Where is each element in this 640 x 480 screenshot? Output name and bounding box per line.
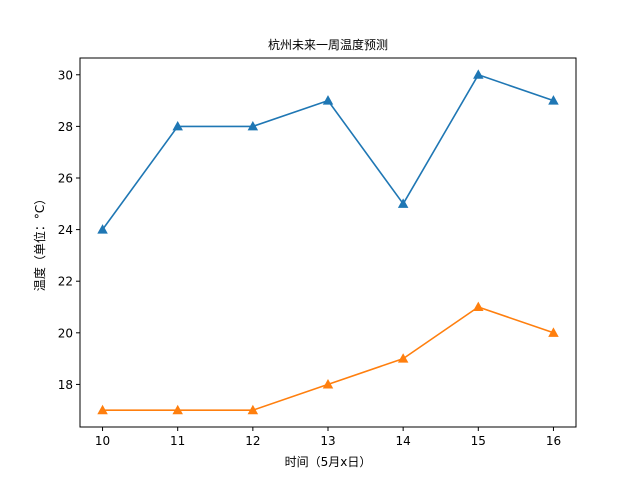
x-tick-label: 15 <box>471 434 486 448</box>
y-tick-label: 20 <box>58 326 73 340</box>
series-2-point <box>322 378 334 389</box>
y-tick-label: 24 <box>58 223 73 237</box>
series-1-point <box>548 95 559 105</box>
y-tick-label: 22 <box>58 275 73 289</box>
series-2-point <box>473 301 484 312</box>
series-1-point <box>247 120 259 131</box>
series-2-point <box>548 327 559 337</box>
x-tick-label: 14 <box>396 434 411 448</box>
x-axis: 10 11 12 13 14 15 16 <box>95 427 561 448</box>
plot-area-frame <box>79 57 577 428</box>
series-2-line <box>102 306 554 412</box>
series-1-point <box>172 120 183 131</box>
series-1-point <box>97 224 108 234</box>
series-2-point <box>397 353 409 363</box>
x-axis-label: 时间（5月x日） <box>285 455 372 469</box>
chart-title: 杭州未来一周温度预测 <box>268 37 388 52</box>
series-1-point <box>322 95 334 105</box>
series-1-point <box>473 69 484 79</box>
x-tick-label: 12 <box>245 434 260 448</box>
y-axis-label: 温度（单位：°C） <box>32 193 47 291</box>
y-tick-label: 26 <box>58 171 73 185</box>
x-tick-label: 10 <box>95 434 110 448</box>
x-tick-label: 11 <box>170 434 185 448</box>
y-tick-label: 18 <box>58 378 73 392</box>
y-tick-label: 28 <box>58 120 73 134</box>
x-tick-label: 13 <box>320 434 335 448</box>
series-1-point <box>397 198 409 208</box>
series-layer <box>97 69 559 415</box>
series-2-point <box>172 404 183 415</box>
y-axis: 18 20 22 24 26 28 30 <box>58 68 80 392</box>
y-tick-label: 30 <box>58 68 73 82</box>
x-tick-label: 16 <box>546 434 561 448</box>
series-2-point <box>97 404 108 415</box>
series-2-point <box>247 404 259 415</box>
